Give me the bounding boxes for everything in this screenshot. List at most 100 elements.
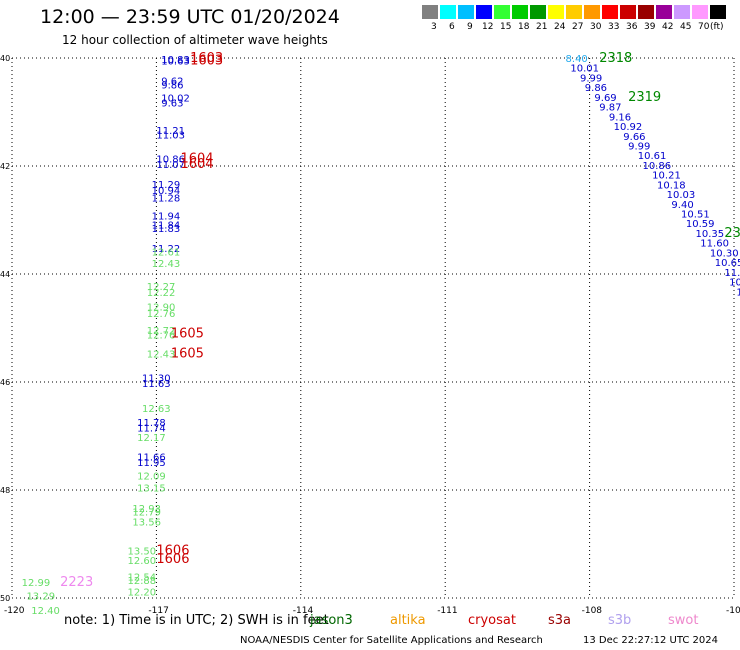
credit-text: NOAA/NESDIS Center for Satellite Applica… (240, 635, 543, 646)
wave-height-label: 9.16 (609, 112, 631, 123)
lon-tick-label: -111 (437, 606, 457, 616)
wave-height-label: 12.90 (147, 302, 176, 313)
colorbar-label: 70 (698, 22, 710, 32)
pass-time-label: 2223 (60, 575, 93, 590)
wave-height-label: 10.51 (681, 210, 710, 221)
wave-height-label: 10.83 (161, 55, 190, 66)
colorbar-swatch (656, 5, 672, 19)
legend-s3b: s3b (608, 613, 632, 628)
pass-time-label: 1604 (180, 157, 213, 172)
colorbar-swatch (674, 5, 690, 19)
colorbar-label: 12 (482, 22, 494, 32)
colorbar-swatch (458, 5, 474, 19)
lat-tick-label: 46 (0, 378, 10, 387)
lat-tick-label: 40 (0, 54, 10, 63)
colorbar-label: 9 (467, 22, 473, 32)
wave-height-label: 9.99 (628, 141, 650, 152)
wave-height-label: 12.88 (128, 576, 157, 587)
wave-height-label: 10 (736, 287, 740, 298)
wave-height-label: 11.66 (137, 453, 166, 464)
map-grid (11, 57, 735, 599)
units-note: note: 1) Time is in UTC; 2) SWH is in fe… (64, 613, 329, 628)
wave-height-label: 11.60 (700, 239, 729, 250)
wave-height-label: 12.93 (132, 504, 161, 515)
colorbar-swatch (602, 5, 618, 19)
colorbar-label: 24 (554, 22, 566, 32)
wave-height-label: 13.29 (26, 591, 55, 602)
wave-height-label: 10.65 (715, 258, 740, 269)
page-subtitle: 12 hour collection of altimeter wave hei… (62, 33, 328, 47)
wave-height-label: 12.09 (137, 471, 166, 482)
legend-altika: altika (390, 613, 426, 628)
wave-height-label: 10.0 (729, 278, 740, 289)
wave-height-label: 9.63 (161, 98, 183, 109)
wave-height-label: 12.61 (152, 247, 181, 258)
colorbar-label: 45 (680, 22, 692, 32)
wave-height-label: 11.97 (724, 268, 740, 279)
wave-height-label: 13.50 (128, 546, 157, 557)
colorbar-label: 3 (431, 22, 437, 32)
colorbar-swatch (512, 5, 528, 19)
lat-tick-label: 44 (0, 270, 10, 279)
pass-time-label: 1605 (171, 326, 204, 341)
wave-height-label: 12.76 (147, 330, 176, 341)
colorbar-label: 36 (626, 22, 638, 32)
colorbar-swatch (710, 5, 726, 19)
wave-height-label: 10.18 (657, 180, 686, 191)
wave-height-label: 9.87 (599, 103, 621, 114)
pass-time-label: 1606 (156, 543, 189, 558)
colorbar-label: 18 (518, 22, 530, 32)
wave-height-label: 10.30 (710, 248, 739, 259)
colorbar-label: 15 (500, 22, 512, 32)
wave-height-label: 10.63 (161, 57, 190, 68)
wave-height-label: 11.74 (137, 423, 166, 434)
colorbar-swatch (476, 5, 492, 19)
colorbar-swatch (638, 5, 654, 19)
wave-height-label: 10.86 (643, 161, 672, 172)
wave-height-label: 9.86 (585, 83, 607, 94)
wave-height-label: 10.01 (570, 64, 599, 75)
wave-height-label: 13.56 (132, 517, 161, 528)
wave-height-label: 12.99 (22, 578, 51, 589)
legend-swot: swot (668, 613, 699, 628)
colorbar-label: 21 (536, 22, 548, 32)
wave-height-label: 12.22 (147, 288, 176, 299)
colorbar-swatch (584, 5, 600, 19)
colorbar-swatch (620, 5, 636, 19)
wave-height-label: 9.69 (594, 93, 616, 104)
wave-height-label: 11.30 (142, 374, 171, 385)
wave-height-label: 10.02 (161, 93, 190, 104)
wave-height-label: 10.59 (686, 219, 715, 230)
lon-tick-label: -117 (148, 606, 168, 616)
wave-height-label: 12.76 (147, 309, 176, 320)
colorbar-swatch (422, 5, 438, 19)
lon-tick-label: -108 (582, 606, 603, 616)
colorbar-swatch (440, 5, 456, 19)
wave-height-label: 11.22 (152, 244, 181, 255)
pass-time-label: 2319 (628, 90, 661, 105)
wave-height-label: 12.54 (128, 572, 157, 583)
wave-height-label: 12.60 (128, 556, 157, 567)
wave-height-label: 12.43 (152, 259, 181, 270)
pass-time-label: 1603 (190, 54, 223, 69)
legend-s3a: s3a (548, 613, 572, 628)
axis-tick-labels: -120 -117 -114 -111 -108 -105 40 42 44 46 48 50 (0, 54, 740, 616)
timestamp-text: 13 Dec 22:27:12 UTC 2024 (583, 635, 718, 646)
wave-height-label: 9.86 (161, 80, 183, 91)
wave-height-label: 12.17 (137, 433, 166, 444)
wave-height-label: 11.03 (156, 131, 185, 142)
wave-height-label: 11.78 (137, 418, 166, 429)
lon-tick-label: -120 (4, 606, 25, 616)
wave-height-label: 10.94 (152, 186, 181, 197)
wave-height-label: 11.95 (137, 458, 166, 469)
wave-height-label: 11.83 (152, 224, 181, 235)
wave-height-label: 10.86 (156, 154, 185, 165)
wave-height-label: 12.43 (147, 349, 176, 360)
wave-height-label: 11.63 (142, 379, 171, 390)
wave-height-label: 12.27 (147, 282, 176, 293)
pass-time-label: 23 (724, 226, 740, 241)
wave-height-label: 9.40 (671, 200, 693, 211)
pass-time-label: 2318 (599, 51, 632, 66)
wave-height-label: 10.21 (652, 171, 681, 182)
